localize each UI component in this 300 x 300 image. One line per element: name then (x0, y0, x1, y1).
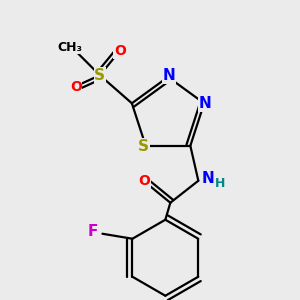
Text: CH₃: CH₃ (57, 41, 83, 54)
Text: N: N (202, 171, 215, 186)
Text: O: O (114, 44, 126, 58)
Text: H: H (215, 177, 226, 190)
Text: N: N (163, 68, 176, 83)
Text: F: F (87, 224, 98, 239)
Text: S: S (94, 68, 105, 83)
Text: O: O (70, 80, 82, 94)
Text: S: S (138, 139, 149, 154)
Text: O: O (138, 174, 150, 188)
Text: N: N (199, 96, 211, 111)
